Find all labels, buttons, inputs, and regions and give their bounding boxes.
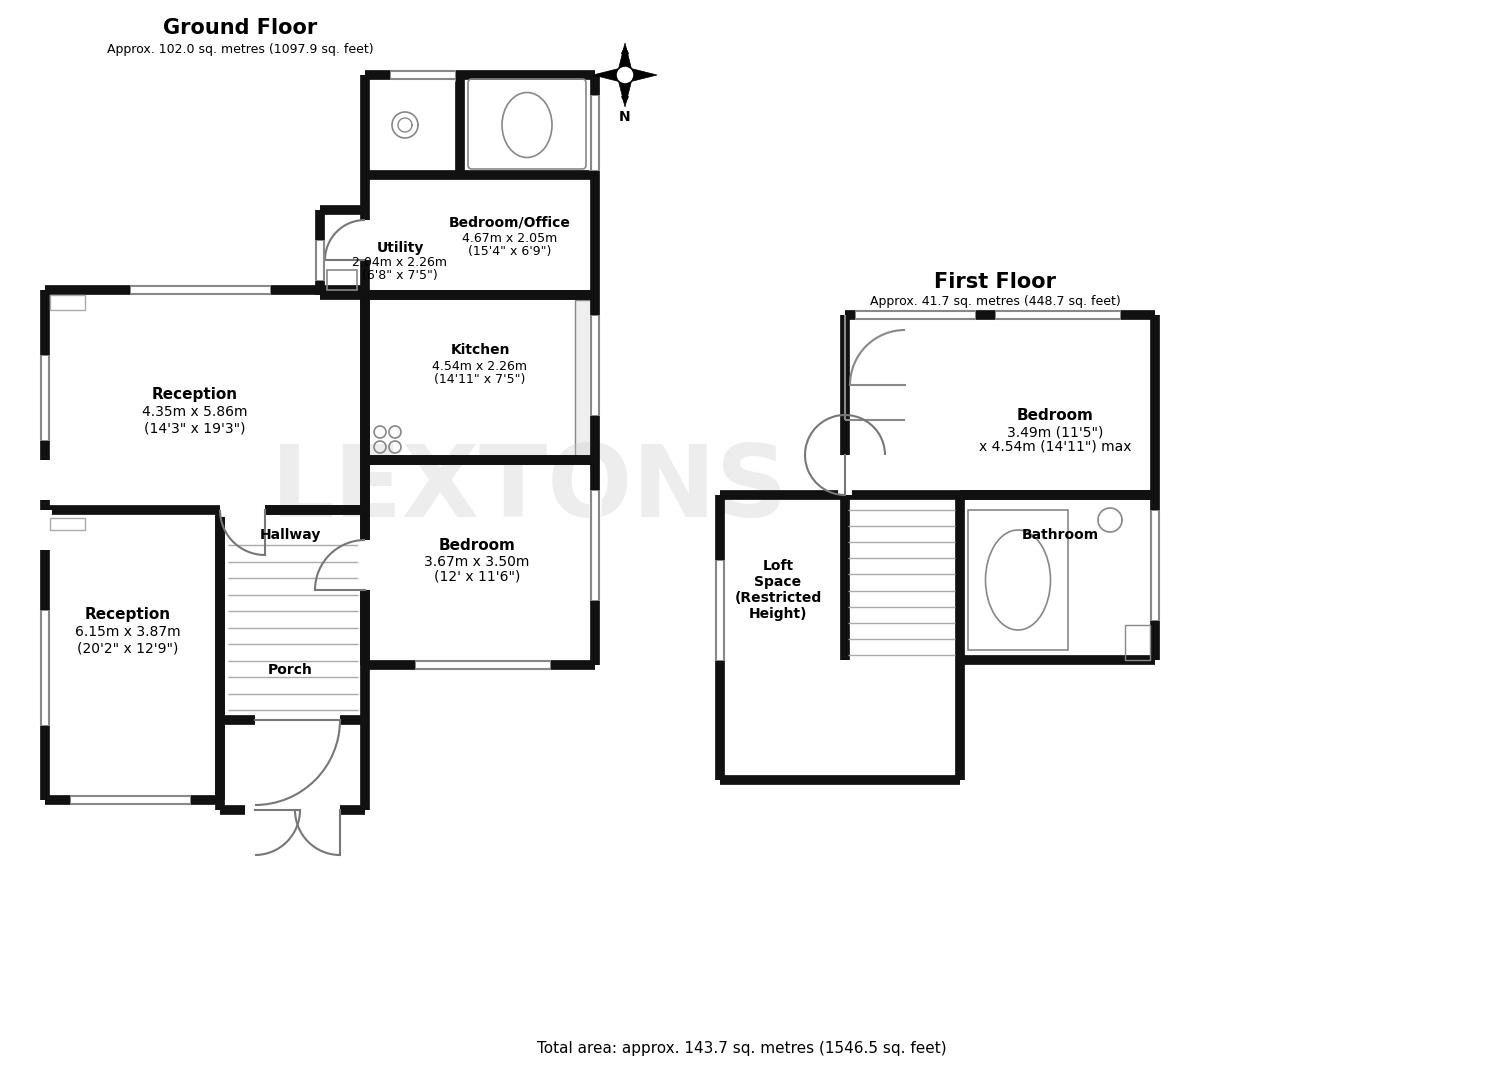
Text: Approx. 41.7 sq. metres (448.7 sq. feet): Approx. 41.7 sq. metres (448.7 sq. feet) xyxy=(870,296,1120,309)
Text: N: N xyxy=(619,110,631,124)
Polygon shape xyxy=(616,43,633,75)
Bar xyxy=(575,300,593,460)
Text: (6'8" x 7'5"): (6'8" x 7'5") xyxy=(362,270,438,283)
Text: Bedroom: Bedroom xyxy=(438,538,515,553)
Text: 4.54m x 2.26m: 4.54m x 2.26m xyxy=(432,360,527,373)
Text: Approx. 102.0 sq. metres (1097.9 sq. feet): Approx. 102.0 sq. metres (1097.9 sq. fee… xyxy=(107,43,373,56)
Text: (14'11" x 7'5"): (14'11" x 7'5") xyxy=(434,374,526,387)
Text: First Floor: First Floor xyxy=(934,272,1056,292)
Text: 3.67m x 3.50m: 3.67m x 3.50m xyxy=(425,555,530,569)
Text: (12' x 11'6"): (12' x 11'6") xyxy=(434,570,520,584)
Text: Reception: Reception xyxy=(85,607,171,622)
Text: (15'4" x 6'9"): (15'4" x 6'9") xyxy=(468,245,552,258)
Text: Porch: Porch xyxy=(267,663,312,677)
Text: Loft
Space
(Restricted
Height): Loft Space (Restricted Height) xyxy=(735,558,821,621)
Text: x 4.54m (14'11") max: x 4.54m (14'11") max xyxy=(979,440,1132,454)
Text: Ground Floor: Ground Floor xyxy=(163,18,318,38)
Text: Bedroom: Bedroom xyxy=(1017,407,1093,422)
Text: Hallway: Hallway xyxy=(260,528,321,542)
Bar xyxy=(1126,625,1149,660)
Text: (20'2" x 12'9"): (20'2" x 12'9") xyxy=(77,642,178,654)
Text: 6.15m x 3.87m: 6.15m x 3.87m xyxy=(76,625,181,639)
Text: Total area: approx. 143.7 sq. metres (1546.5 sq. feet): Total area: approx. 143.7 sq. metres (15… xyxy=(538,1040,947,1055)
Text: 4.35m x 5.86m: 4.35m x 5.86m xyxy=(143,405,248,419)
Text: Reception: Reception xyxy=(151,388,238,403)
Bar xyxy=(968,510,1068,650)
Text: LEXTONS: LEXTONS xyxy=(272,442,789,539)
Circle shape xyxy=(616,66,634,84)
Text: 2.04m x 2.26m: 2.04m x 2.26m xyxy=(352,256,447,269)
Bar xyxy=(50,518,85,530)
Text: 4.67m x 2.05m: 4.67m x 2.05m xyxy=(462,231,558,244)
Bar xyxy=(327,270,356,291)
Text: (14'3" x 19'3"): (14'3" x 19'3") xyxy=(144,421,245,435)
Polygon shape xyxy=(616,75,633,107)
Text: Bathroom: Bathroom xyxy=(1022,528,1099,542)
Text: 3.49m (11'5"): 3.49m (11'5") xyxy=(1007,426,1103,438)
Text: Utility: Utility xyxy=(376,241,423,255)
Polygon shape xyxy=(593,67,625,83)
Bar xyxy=(50,295,85,310)
Text: Bedroom/Office: Bedroom/Office xyxy=(448,215,570,229)
Text: Kitchen: Kitchen xyxy=(450,343,509,357)
Polygon shape xyxy=(625,67,656,83)
